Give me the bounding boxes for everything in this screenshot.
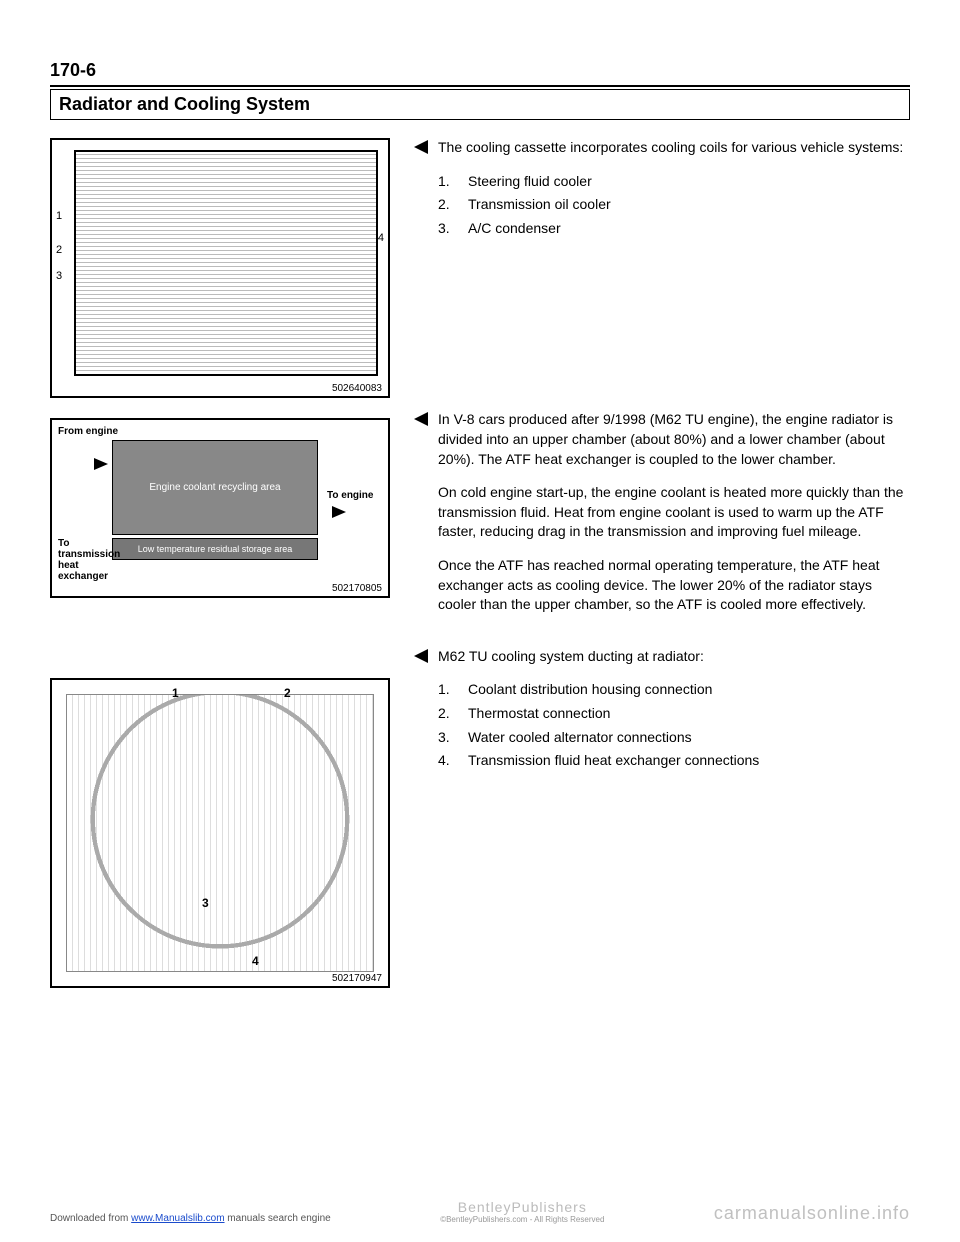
fig2-from-engine-label: From engine [58, 426, 118, 437]
fig3-num-3: 3 [202, 896, 209, 910]
block2-p2: On cold engine start-up, the engine cool… [438, 483, 910, 542]
dl-prefix: Downloaded from [50, 1213, 131, 1224]
figure-radiator-chambers: From engine Engine coolant recycling are… [50, 418, 390, 598]
block3-list: 1.Coolant distribution housing connectio… [438, 680, 910, 770]
figure1-callout-4: 4 [378, 232, 384, 244]
figure1-callout-3: 3 [56, 270, 62, 282]
site-watermark: carmanualsonline.info [714, 1203, 910, 1224]
block3-intro: M62 TU cooling system ducting at radiato… [438, 647, 910, 667]
top-rule [50, 85, 910, 87]
page-number: 170-6 [50, 60, 910, 81]
block1-body: The cooling cassette incorporates coolin… [438, 138, 910, 242]
figure1-callout-2: 2 [56, 244, 62, 256]
figure-ducting: 1 2 3 4 502170947 [50, 678, 390, 988]
list-item: 3.Water cooled alternator connections [438, 728, 910, 748]
footer-center: BentleyPublishers ©BentleyPublishers.com… [440, 1199, 604, 1224]
list-item: 1.Coolant distribution housing connectio… [438, 680, 910, 700]
text-block-3: M62 TU cooling system ducting at radiato… [414, 647, 910, 775]
figure1-id: 502640083 [332, 383, 382, 394]
figure-cooling-cassette: 1 2 3 4 502640083 [50, 138, 390, 398]
list-item: 4.Transmission fluid heat exchanger conn… [438, 751, 910, 771]
arrow-icon [332, 506, 346, 518]
section-title: Radiator and Cooling System [50, 89, 910, 120]
item-text: Transmission fluid heat exchanger connec… [468, 751, 759, 771]
spacer [414, 260, 910, 410]
fig2-main-block: Engine coolant recycling area [112, 440, 318, 535]
manualslib-link[interactable]: www.Manualslib.com [131, 1213, 224, 1224]
copyright-text: ©BentleyPublishers.com - All Rights Rese… [440, 1215, 604, 1224]
fig2-to-engine-label: To engine [327, 490, 382, 501]
list-item: 3.A/C condenser [438, 219, 910, 239]
content-area: 1 2 3 4 502640083 From engine Engine coo… [50, 138, 910, 988]
dl-suffix: manuals search engine [225, 1213, 331, 1224]
text-block-2: In V-8 cars produced after 9/1998 (M62 T… [414, 410, 910, 628]
page-footer: Downloaded from www.Manualslib.com manua… [0, 1199, 960, 1224]
block1-list: 1.Steering fluid cooler 2.Transmission o… [438, 172, 910, 239]
item-text: Transmission oil cooler [468, 195, 611, 215]
arrow-icon [94, 458, 108, 470]
fig2-low-block: Low temperature residual storage area [112, 538, 318, 560]
figure-3-drawing [66, 694, 374, 972]
item-text: Coolant distribution housing connection [468, 680, 712, 700]
fig3-num-1: 1 [172, 686, 179, 700]
figure-1-drawing [74, 150, 378, 376]
block2-body: In V-8 cars produced after 9/1998 (M62 T… [438, 410, 910, 628]
download-notice: Downloaded from www.Manualslib.com manua… [50, 1213, 331, 1224]
text-block-1: The cooling cassette incorporates coolin… [414, 138, 910, 242]
list-item: 2.Thermostat connection [438, 704, 910, 724]
left-column: 1 2 3 4 502640083 From engine Engine coo… [50, 138, 390, 988]
pointer-icon [414, 412, 428, 426]
figure3-id: 502170947 [332, 973, 382, 984]
block2-p3: Once the ATF has reached normal operatin… [438, 556, 910, 615]
pointer-icon [414, 649, 428, 663]
fig3-num-4: 4 [252, 954, 259, 968]
block1-intro: The cooling cassette incorporates coolin… [438, 138, 910, 158]
block2-p1: In V-8 cars produced after 9/1998 (M62 T… [438, 410, 910, 469]
item-text: Steering fluid cooler [468, 172, 592, 192]
list-item: 1.Steering fluid cooler [438, 172, 910, 192]
figure2-id: 502170805 [332, 583, 382, 594]
list-item: 2.Transmission oil cooler [438, 195, 910, 215]
pointer-icon [414, 140, 428, 154]
fig3-num-2: 2 [284, 686, 291, 700]
figure1-callout-1: 1 [56, 210, 62, 222]
item-text: Thermostat connection [468, 704, 610, 724]
fig2-to-transmission-label: To transmission heat exchanger [58, 538, 128, 582]
item-text: Water cooled alternator connections [468, 728, 692, 748]
right-column: The cooling cassette incorporates coolin… [414, 138, 910, 988]
block3-body: M62 TU cooling system ducting at radiato… [438, 647, 910, 775]
publisher-brand: BentleyPublishers [440, 1199, 604, 1215]
item-text: A/C condenser [468, 219, 561, 239]
